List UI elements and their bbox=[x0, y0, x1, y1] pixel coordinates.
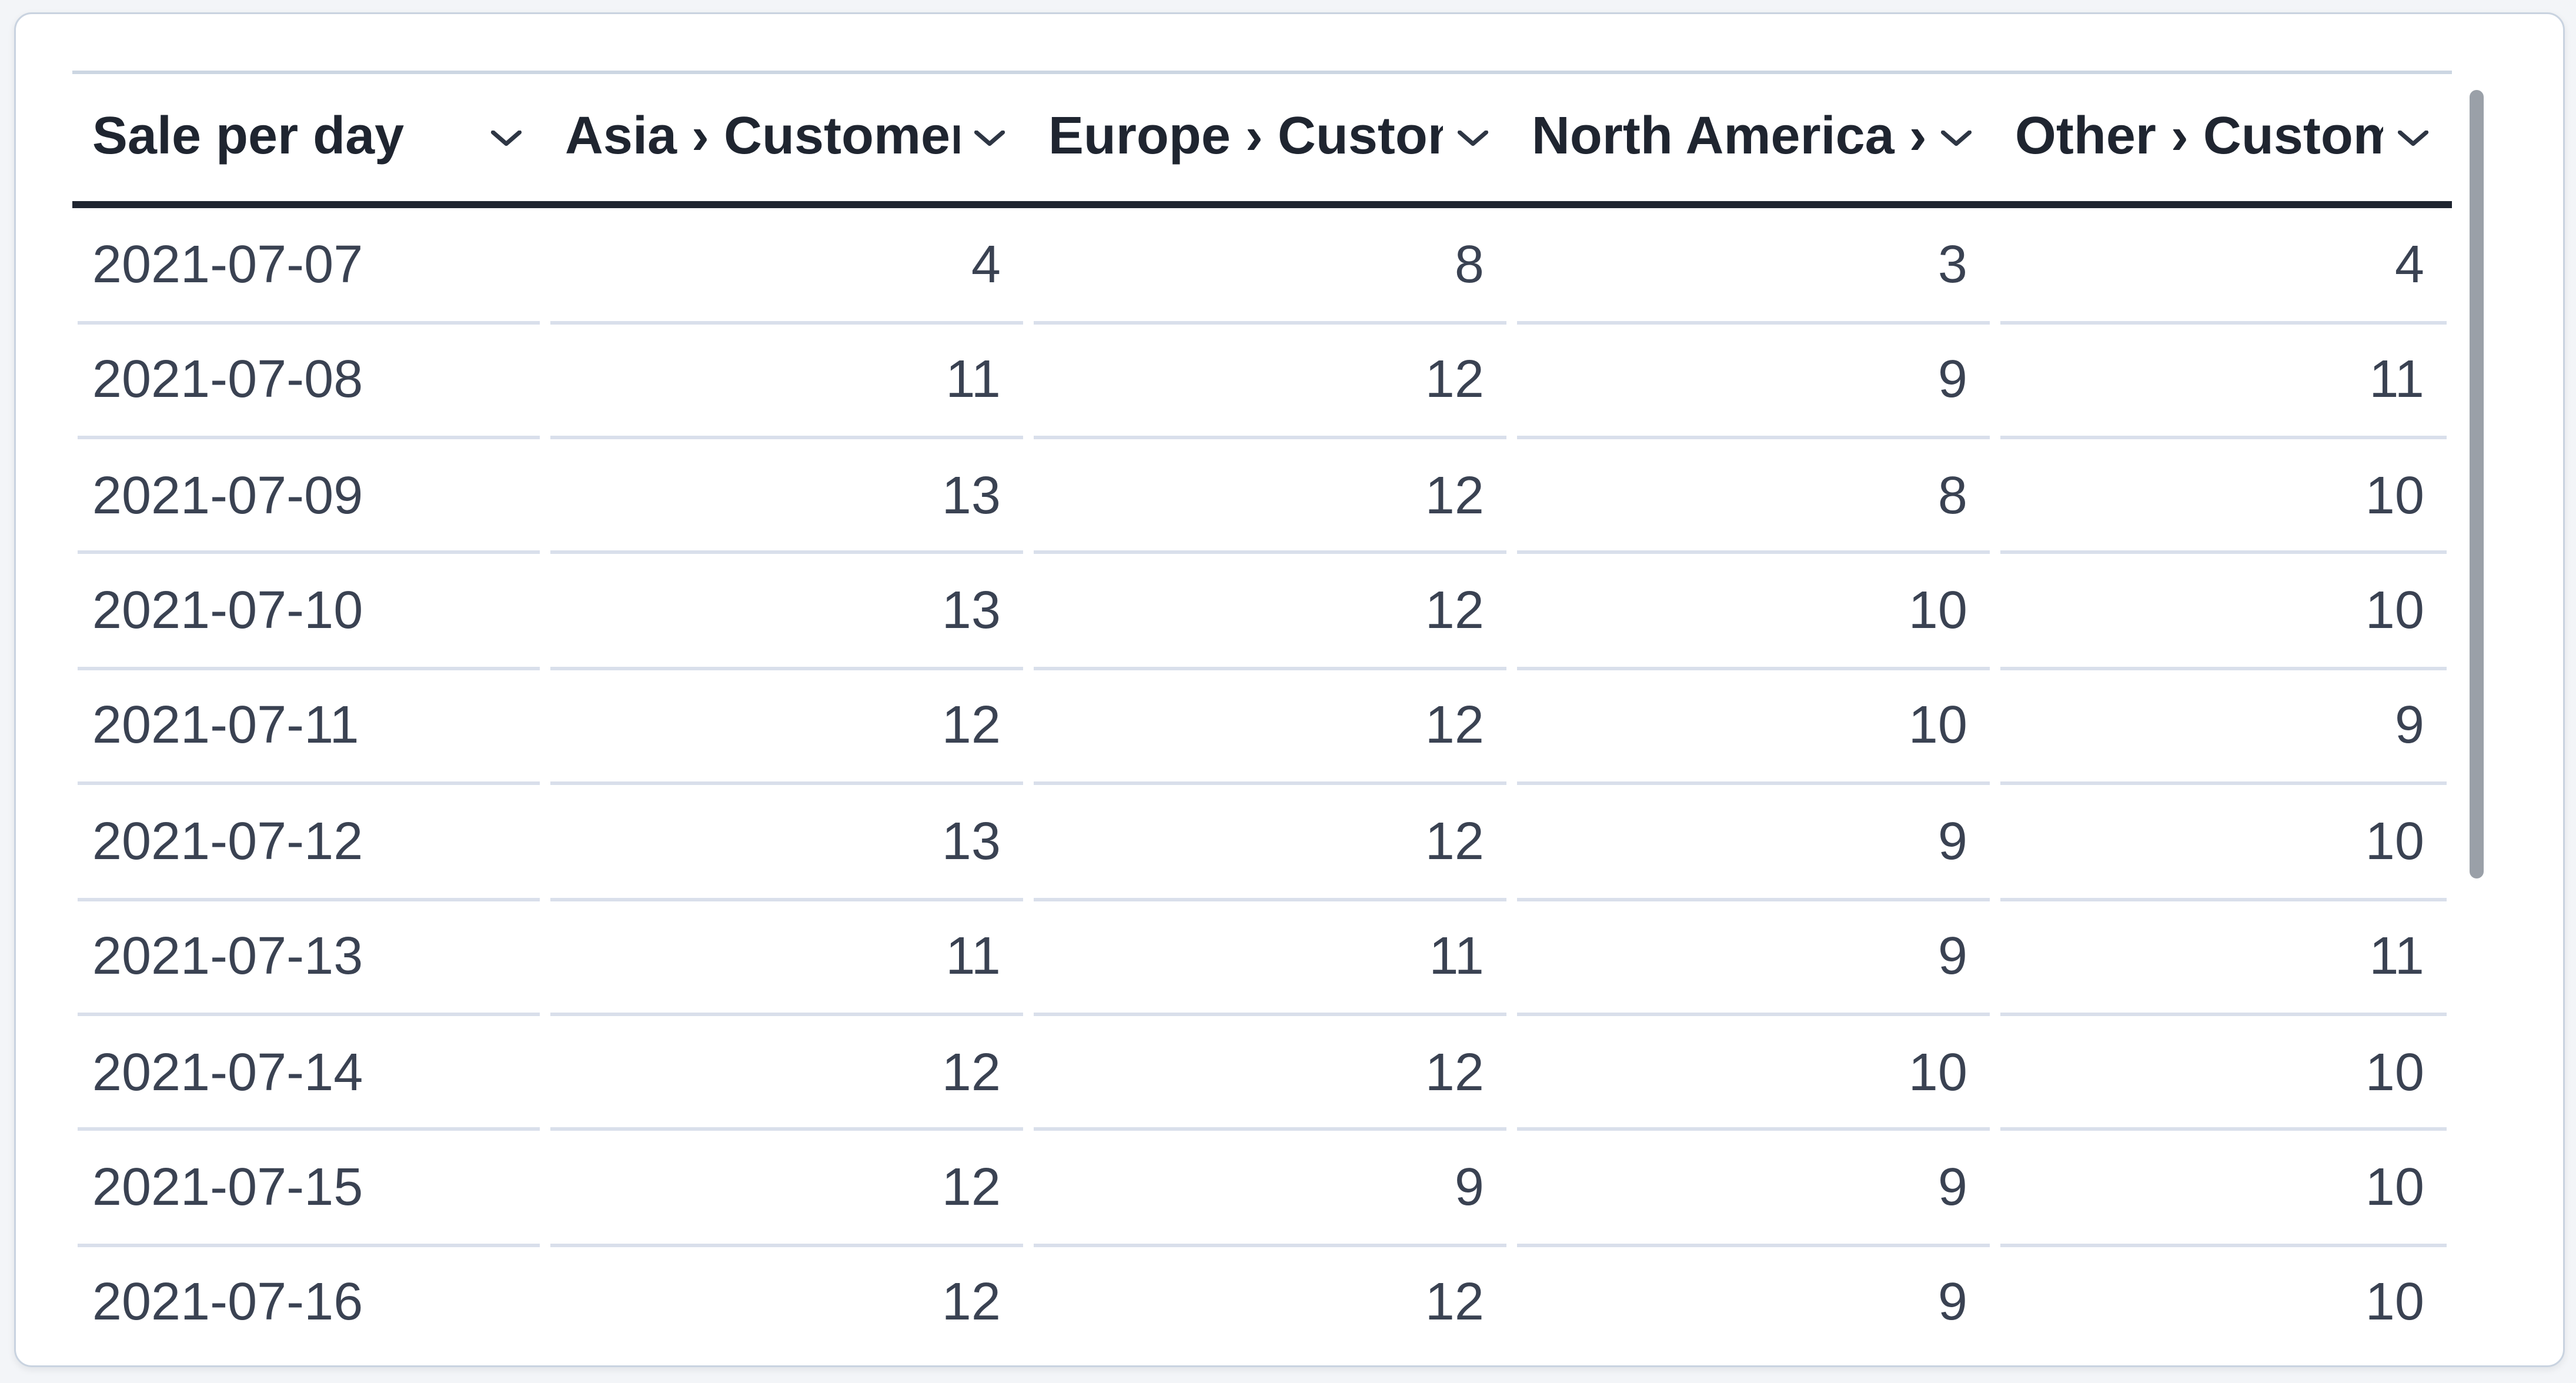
column-header-north-america[interactable]: North America › Customers bbox=[1512, 75, 1996, 202]
chevron-down-icon[interactable] bbox=[477, 130, 523, 146]
value-cell: 11 bbox=[1029, 901, 1512, 1017]
value-cell: 12 bbox=[941, 1274, 1001, 1333]
value-cell: 12 bbox=[546, 1016, 1029, 1133]
value-cell: 11 bbox=[546, 324, 1029, 440]
date-cell: 2021-07-11 bbox=[73, 670, 546, 786]
table-row: 2021-07-07 4 8 3 4 bbox=[73, 209, 2453, 325]
value-cell: 11 bbox=[546, 901, 1029, 1017]
date-cell: 2021-07-16 bbox=[92, 1274, 363, 1333]
column-header-label: Sale per day bbox=[92, 108, 405, 166]
value-cell: 12 bbox=[1029, 785, 1512, 901]
value-cell: 12 bbox=[546, 1131, 1029, 1248]
value-cell: 10 bbox=[1512, 554, 1996, 671]
table-row: 2021-07-12 13 12 9 10 bbox=[73, 785, 2453, 901]
date-cell: 2021-07-10 bbox=[73, 554, 546, 671]
table-header-row: Sale per day Asia › Customers Europe › Cus… bbox=[72, 71, 2453, 209]
value-cell: 9 bbox=[1512, 901, 1996, 1017]
table-row: 2021-07-08 11 12 9 11 bbox=[73, 324, 2453, 440]
date-cell: 2021-07-09 bbox=[73, 439, 546, 556]
value-cell: 12 bbox=[1029, 439, 1512, 556]
value-cell: 10 bbox=[1512, 1016, 1996, 1133]
value-cell: 9 bbox=[1937, 1274, 1967, 1333]
chevron-down-icon[interactable] bbox=[2384, 130, 2430, 146]
table-row: 2021-07-11 12 12 10 9 bbox=[73, 670, 2453, 786]
value-cell: 12 bbox=[1029, 554, 1512, 671]
table-row: 2021-07-14 12 12 10 10 bbox=[73, 1016, 2453, 1133]
value-cell: 10 bbox=[1996, 785, 2453, 901]
value-cell: 13 bbox=[546, 785, 1029, 901]
value-cell: 10 bbox=[1996, 1131, 2453, 1248]
column-header-other[interactable]: Other › Customers bbox=[1996, 75, 2453, 202]
value-cell: 3 bbox=[1512, 209, 1996, 325]
value-cell: 10 bbox=[1996, 554, 2453, 671]
column-header-asia[interactable]: Asia › Customers bbox=[546, 75, 1029, 202]
chevron-down-icon[interactable] bbox=[960, 130, 1006, 146]
date-cell: 2021-07-08 bbox=[73, 324, 546, 440]
date-cell: 2021-07-13 bbox=[73, 901, 546, 1017]
table-card: Sale per day Asia › Customers Europe › Cus… bbox=[14, 12, 2565, 1368]
column-header-date[interactable]: Sale per day bbox=[73, 75, 546, 202]
value-cell: 8 bbox=[1029, 209, 1512, 325]
date-cell: 2021-07-12 bbox=[73, 785, 546, 901]
vertical-scrollbar-thumb[interactable] bbox=[2470, 90, 2483, 879]
table-row: 2021-07-15 12 9 9 10 bbox=[73, 1131, 2453, 1248]
value-cell: 8 bbox=[1512, 439, 1996, 556]
column-header-europe[interactable]: Europe › Customers bbox=[1029, 75, 1512, 202]
sale-per-day-table: Sale per day Asia › Customers Europe › Cus… bbox=[72, 71, 2453, 1366]
column-header-label: Europe › Customers bbox=[1048, 108, 1444, 166]
table-row: 2021-07-13 11 11 9 11 bbox=[73, 901, 2453, 1017]
date-cell: 2021-07-14 bbox=[73, 1016, 546, 1133]
table-row: 2021-07-10 13 12 10 10 bbox=[73, 554, 2453, 671]
column-header-label: Other › Customers bbox=[2014, 108, 2384, 166]
date-cell: 2021-07-07 bbox=[73, 209, 546, 325]
date-cell: 2021-07-15 bbox=[73, 1131, 546, 1248]
value-cell: 13 bbox=[546, 439, 1029, 556]
table-row: 2021-07-09 13 12 8 10 bbox=[73, 439, 2453, 556]
value-cell: 12 bbox=[1029, 324, 1512, 440]
value-cell: 11 bbox=[1996, 901, 2453, 1017]
value-cell: 12 bbox=[546, 670, 1029, 786]
column-header-label: North America › Customers bbox=[1531, 108, 1927, 166]
value-cell: 9 bbox=[1996, 670, 2453, 786]
value-cell: 13 bbox=[546, 554, 1029, 671]
value-cell: 9 bbox=[1512, 324, 1996, 440]
value-cell: 10 bbox=[1996, 1016, 2453, 1133]
value-cell: 10 bbox=[1996, 439, 2453, 556]
value-cell: 4 bbox=[1996, 209, 2453, 325]
value-cell: 10 bbox=[2365, 1274, 2424, 1333]
table-row: 2021-07-16 12 12 9 10 bbox=[73, 1247, 2453, 1362]
value-cell: 11 bbox=[1996, 324, 2453, 440]
table-body: 2021-07-07 4 8 3 4 2021-07-08 11 12 9 11 2021-07-0… bbox=[73, 209, 2453, 1366]
column-header-label: Asia › Customers bbox=[564, 108, 960, 166]
value-cell: 10 bbox=[1512, 670, 1996, 786]
chevron-down-icon[interactable] bbox=[1927, 130, 1973, 146]
value-cell: 4 bbox=[546, 209, 1029, 325]
value-cell: 9 bbox=[1029, 1131, 1512, 1248]
value-cell: 9 bbox=[1512, 785, 1996, 901]
chevron-down-icon[interactable] bbox=[1444, 130, 1489, 146]
value-cell: 9 bbox=[1512, 1131, 1996, 1248]
value-cell: 12 bbox=[1029, 1016, 1512, 1133]
value-cell: 12 bbox=[1425, 1274, 1484, 1333]
value-cell: 12 bbox=[1029, 670, 1512, 786]
